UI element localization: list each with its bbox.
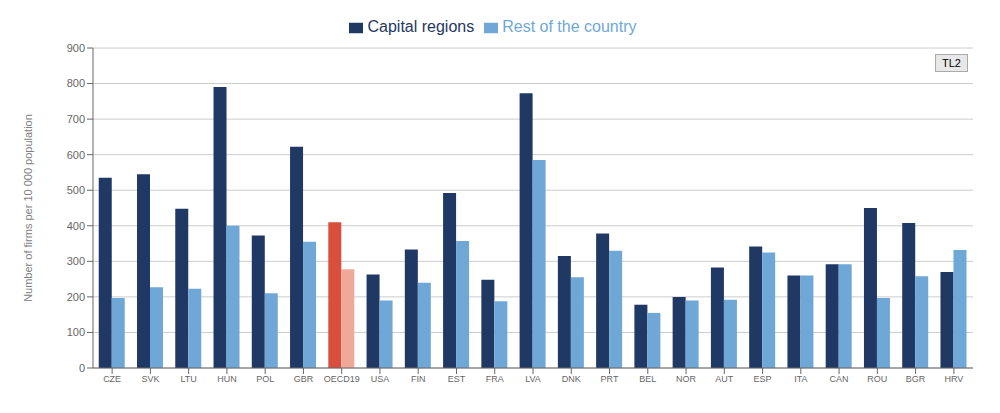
svg-text:BEL: BEL [639,374,656,384]
svg-text:USA: USA [371,374,390,384]
svg-text:FIN: FIN [411,374,426,384]
svg-text:GBR: GBR [294,374,314,384]
svg-text:FRA: FRA [486,374,504,384]
svg-text:DNK: DNK [562,374,581,384]
svg-text:400: 400 [67,220,85,232]
svg-text:700: 700 [67,113,85,125]
svg-text:800: 800 [67,77,85,89]
svg-text:OECD19: OECD19 [324,374,360,384]
svg-text:HRV: HRV [944,374,963,384]
svg-text:POL: POL [256,374,274,384]
svg-text:CAN: CAN [830,374,849,384]
svg-text:BGR: BGR [906,374,926,384]
svg-text:HUN: HUN [217,374,237,384]
svg-text:900: 900 [67,42,85,54]
html-text:Rest of the country: Rest of the country [502,18,637,35]
svg-text:LTU: LTU [180,374,196,384]
html-text:TL2: TL2 [942,57,961,69]
svg-text:NOR: NOR [676,374,697,384]
svg-text:ESP: ESP [754,374,772,384]
svg-text:LVA: LVA [525,374,541,384]
html-text:Capital regions: Capital regions [367,18,475,35]
svg-text:600: 600 [67,149,85,161]
svg-text:ROU: ROU [867,374,887,384]
svg-text:100: 100 [67,326,85,338]
svg-text:PRT: PRT [601,374,619,384]
svg-text:300: 300 [67,255,85,267]
svg-text:CZE: CZE [103,374,121,384]
svg-text:0: 0 [79,362,85,374]
svg-text:200: 200 [67,291,85,303]
svg-text:500: 500 [67,184,85,196]
svg-text:AUT: AUT [715,374,734,384]
svg-text:EST: EST [448,374,466,384]
svg-text:Number of firms per 10 000 pop: Number of firms per 10 000 population [22,114,34,302]
svg-text:SVK: SVK [141,374,159,384]
svg-text:ITA: ITA [794,374,807,384]
